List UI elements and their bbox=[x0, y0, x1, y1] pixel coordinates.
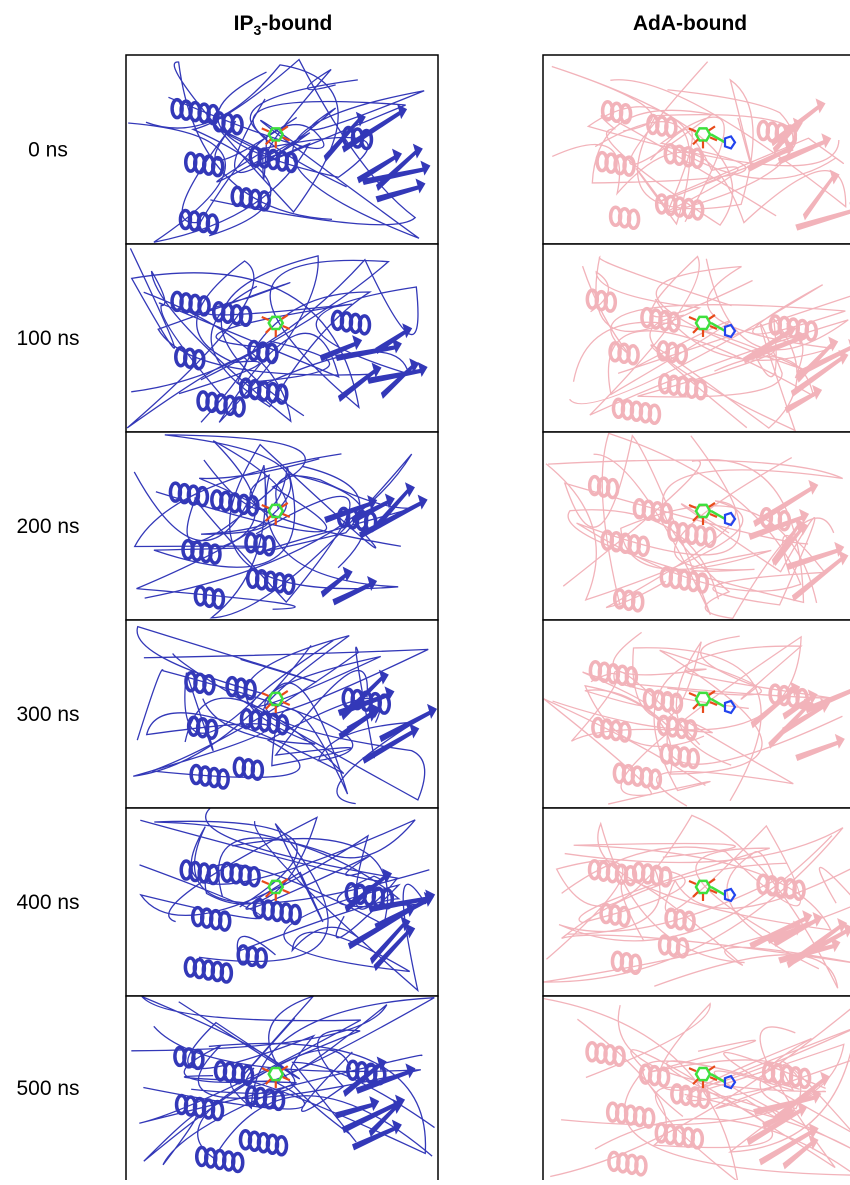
structure-panel bbox=[126, 996, 438, 1180]
row-label: 300 ns bbox=[16, 703, 79, 726]
structure-panel bbox=[126, 55, 438, 244]
panels bbox=[126, 55, 850, 1180]
panel-bg bbox=[126, 55, 438, 244]
structure-panel bbox=[543, 432, 850, 620]
row-label: 100 ns bbox=[16, 327, 79, 350]
column-title: AdA-bound bbox=[633, 12, 747, 35]
row-label: 500 ns bbox=[16, 1077, 79, 1100]
structure-panel bbox=[543, 808, 850, 996]
row-label: 200 ns bbox=[16, 515, 79, 538]
figure: IP3-bound AdA-bound 0 ns 100 ns 200 ns 300 … bbox=[0, 0, 850, 1180]
structure-panel bbox=[126, 244, 438, 432]
title-part: -bound bbox=[261, 12, 332, 35]
structure-panel bbox=[543, 620, 850, 808]
structure-panel bbox=[543, 244, 850, 432]
row-label: 0 ns bbox=[28, 139, 68, 162]
structure-panel bbox=[126, 620, 438, 808]
title-part: IP bbox=[234, 12, 254, 35]
structure-panel bbox=[126, 432, 438, 620]
structure-panel bbox=[543, 996, 850, 1180]
title-subscript: 3 bbox=[253, 22, 261, 38]
row-label: 400 ns bbox=[16, 891, 79, 914]
structure-panel bbox=[543, 55, 850, 244]
page: IP3-bound AdA-bound 0 ns 100 ns 200 ns 300 … bbox=[0, 0, 850, 1180]
column-title: IP3-bound bbox=[234, 12, 333, 38]
structure-panel bbox=[126, 808, 438, 996]
